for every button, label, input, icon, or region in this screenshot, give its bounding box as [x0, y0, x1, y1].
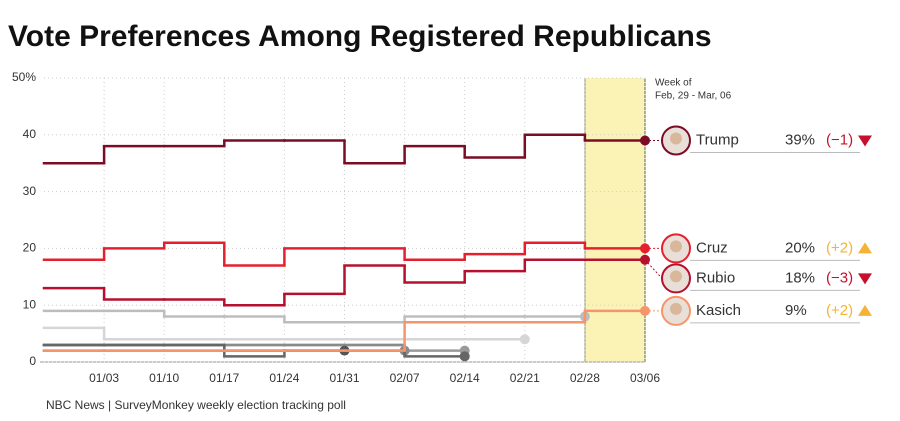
- change-arrow: [858, 135, 872, 147]
- y-tick-label: 40: [23, 127, 37, 141]
- value-label: 9%: [785, 302, 807, 319]
- x-tick-label: 02/07: [390, 371, 420, 385]
- x-tick-label: 01/31: [329, 371, 359, 385]
- value-label: 39%: [785, 131, 815, 148]
- x-tick-label: 01/17: [209, 371, 239, 385]
- annotation: Feb, 29 - Mar, 06: [655, 91, 732, 102]
- photo-face: [670, 240, 682, 253]
- y-tick-label: 20: [23, 241, 37, 255]
- change-arrow: [858, 242, 872, 254]
- connector: [644, 259, 663, 279]
- end-dot: [519, 334, 530, 345]
- legend-name: Cruz: [696, 239, 728, 256]
- y-tick-label: 50%: [12, 70, 36, 84]
- change-label: (+2): [826, 239, 853, 256]
- photo-face: [670, 270, 682, 283]
- source: NBC News | SurveyMonkey weekly election …: [46, 398, 346, 412]
- photo-face: [670, 302, 682, 315]
- x-tick-label: 02/21: [510, 371, 540, 385]
- legend-name: Rubio: [696, 269, 735, 286]
- x-tick-label: 02/28: [570, 371, 600, 385]
- y-tick-label: 10: [23, 297, 37, 311]
- change-arrow: [858, 273, 872, 285]
- highlight-band: [585, 78, 645, 362]
- photo-face: [670, 132, 682, 145]
- y-tick-label: 30: [23, 184, 37, 198]
- x-tick-label: 03/06: [630, 371, 660, 385]
- legend-name: Trump: [696, 131, 739, 148]
- x-tick-label: 01/10: [149, 371, 179, 385]
- change-label: (−1): [826, 131, 853, 148]
- x-tick-label: 01/03: [89, 371, 119, 385]
- x-tick-label: 02/14: [450, 371, 480, 385]
- change-arrow: [858, 304, 872, 316]
- chart-title: Vote Preferences Among Registered Republ…: [8, 20, 712, 53]
- annotation: Week of: [655, 78, 692, 89]
- x-tick-label: 01/24: [269, 371, 299, 385]
- end-dot: [459, 351, 470, 362]
- y-tick-label: 0: [29, 354, 36, 368]
- value-label: 20%: [785, 239, 815, 256]
- change-label: (−3): [826, 269, 853, 286]
- legend-name: Kasich: [696, 302, 741, 319]
- value-label: 18%: [785, 269, 815, 286]
- change-label: (+2): [826, 302, 853, 319]
